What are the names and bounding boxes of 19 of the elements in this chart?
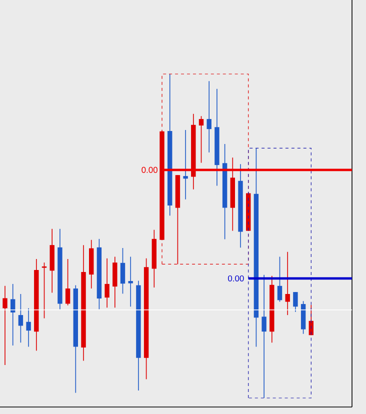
candlestick	[277, 256, 282, 302]
candlestick	[198, 116, 204, 164]
candlestick	[104, 258, 110, 308]
candlestick	[65, 258, 70, 306]
candlestick	[128, 256, 133, 308]
candlestick	[120, 248, 126, 294]
candlestick	[206, 80, 212, 153]
candlestick	[285, 251, 290, 316]
candlestick	[42, 262, 47, 319]
candlestick	[18, 294, 24, 343]
candlestick	[112, 256, 118, 308]
candlestick	[262, 274, 266, 398]
candlestick	[26, 308, 31, 348]
candlestick	[183, 130, 188, 200]
candlestick	[293, 292, 298, 312]
candlestick	[10, 284, 16, 346]
annotation: 0.00	[142, 166, 158, 173]
annotation: 0.00	[228, 275, 244, 282]
candlestick	[2, 285, 8, 366]
